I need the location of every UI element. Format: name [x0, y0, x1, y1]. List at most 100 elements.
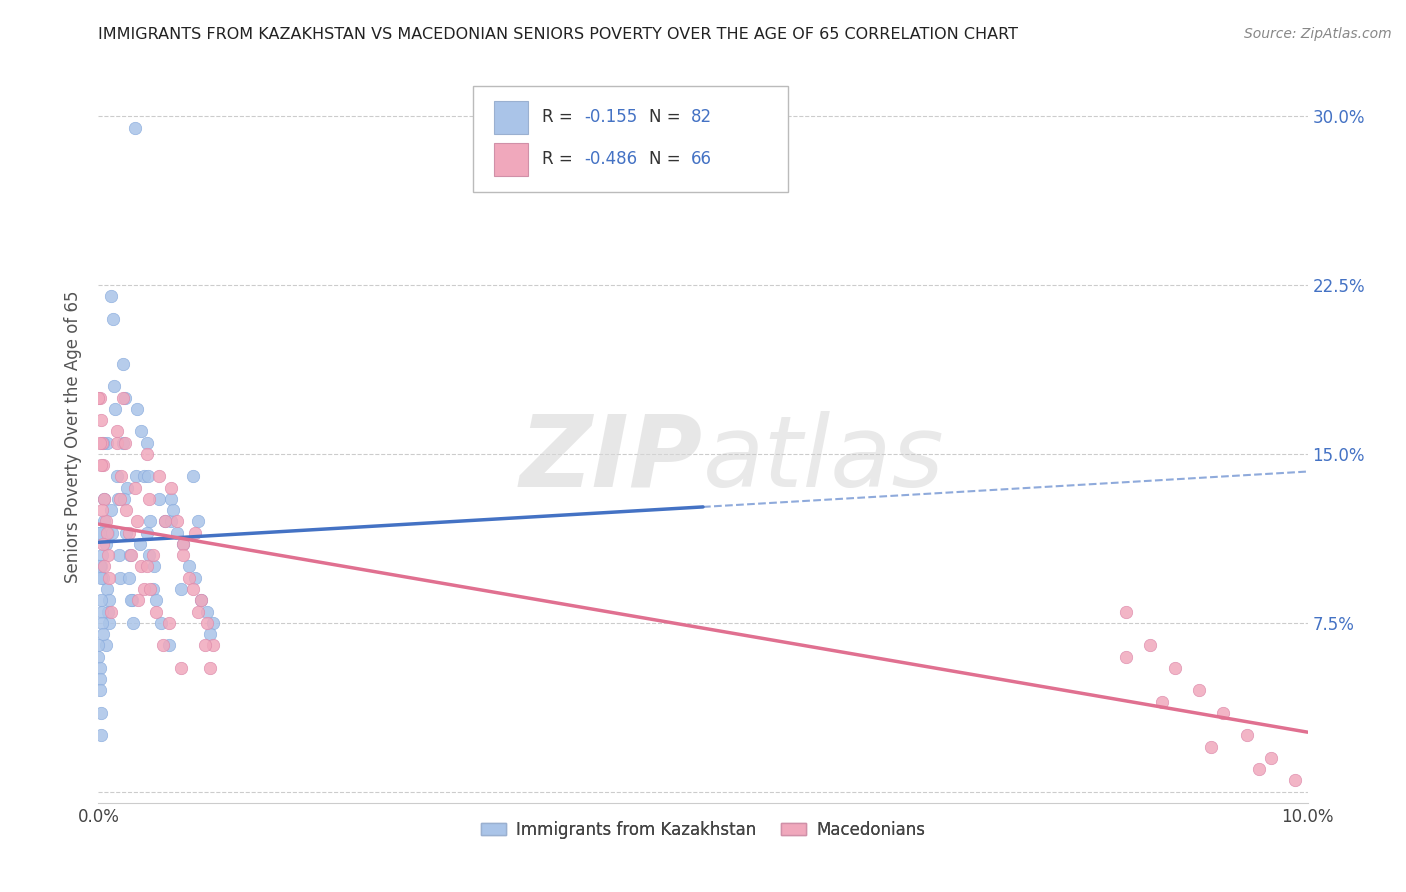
- Bar: [494, 101, 527, 134]
- Point: [125, 469, 148, 483]
- Point: [148, 469, 170, 483]
- Point: [1139, 638, 1161, 652]
- Point: [89, 672, 111, 686]
- Point: [135, 559, 157, 574]
- Point: [1260, 751, 1282, 765]
- Point: [153, 515, 176, 529]
- Text: -0.155: -0.155: [585, 109, 638, 127]
- Point: [96, 525, 118, 540]
- Point: [181, 469, 204, 483]
- Point: [97, 605, 120, 619]
- Point: [202, 638, 225, 652]
- Point: [148, 491, 170, 506]
- Point: [129, 425, 152, 439]
- FancyBboxPatch shape: [474, 86, 787, 192]
- Point: [1236, 728, 1258, 742]
- Point: [91, 627, 114, 641]
- Bar: [494, 143, 527, 176]
- Point: [93, 515, 115, 529]
- Point: [124, 481, 146, 495]
- Point: [138, 548, 160, 562]
- Point: [172, 548, 194, 562]
- Point: [117, 481, 139, 495]
- Point: [157, 638, 180, 652]
- Text: ZIP: ZIP: [520, 410, 703, 508]
- Point: [91, 571, 114, 585]
- Point: [108, 548, 131, 562]
- Point: [160, 481, 183, 495]
- Point: [89, 391, 111, 405]
- Point: [138, 491, 160, 506]
- Point: [134, 582, 156, 596]
- Point: [135, 435, 157, 450]
- Point: [90, 559, 112, 574]
- Point: [145, 605, 167, 619]
- Point: [111, 435, 134, 450]
- Point: [127, 401, 149, 416]
- Point: [124, 120, 146, 135]
- Point: [103, 379, 125, 393]
- Point: [97, 525, 120, 540]
- Point: [97, 548, 120, 562]
- Point: [1249, 762, 1271, 776]
- Point: [127, 515, 149, 529]
- Text: R =: R =: [543, 109, 578, 127]
- Text: Source: ZipAtlas.com: Source: ZipAtlas.com: [1244, 27, 1392, 41]
- Point: [110, 469, 132, 483]
- Point: [91, 503, 114, 517]
- Text: N =: N =: [648, 150, 686, 168]
- Point: [134, 469, 156, 483]
- Point: [89, 683, 111, 698]
- Text: N =: N =: [648, 109, 686, 127]
- Y-axis label: Seniors Poverty Over the Age of 65: Seniors Poverty Over the Age of 65: [65, 291, 83, 583]
- Point: [101, 312, 124, 326]
- Point: [179, 571, 201, 585]
- Point: [94, 515, 117, 529]
- Point: [172, 537, 194, 551]
- Point: [115, 525, 138, 540]
- Point: [93, 491, 115, 506]
- Point: [202, 615, 225, 630]
- Point: [162, 503, 184, 517]
- Point: [91, 605, 114, 619]
- Point: [121, 593, 143, 607]
- Point: [91, 458, 114, 473]
- Point: [100, 605, 122, 619]
- Point: [120, 593, 142, 607]
- Point: [90, 458, 112, 473]
- Point: [166, 515, 188, 529]
- Text: 66: 66: [690, 150, 711, 168]
- Text: R =: R =: [543, 150, 578, 168]
- Point: [169, 582, 191, 596]
- Point: [111, 391, 134, 405]
- Point: [120, 548, 142, 562]
- Point: [145, 593, 167, 607]
- Point: [114, 391, 136, 405]
- Point: [128, 537, 150, 551]
- Point: [98, 593, 121, 607]
- Point: [91, 548, 114, 562]
- Point: [96, 582, 118, 596]
- Point: [105, 435, 128, 450]
- Point: [1188, 683, 1211, 698]
- Point: [111, 357, 134, 371]
- Point: [90, 706, 112, 720]
- Point: [187, 515, 209, 529]
- Point: [89, 525, 111, 540]
- Point: [94, 638, 117, 652]
- Point: [90, 593, 112, 607]
- Point: [87, 525, 110, 540]
- Point: [166, 525, 188, 540]
- Point: [91, 435, 114, 450]
- Point: [184, 525, 207, 540]
- Point: [114, 435, 136, 450]
- Point: [93, 559, 115, 574]
- Text: atlas: atlas: [703, 410, 945, 508]
- Point: [108, 491, 131, 506]
- Point: [1163, 661, 1185, 675]
- Point: [118, 571, 141, 585]
- Point: [127, 593, 149, 607]
- Point: [142, 548, 165, 562]
- Point: [135, 525, 157, 540]
- Point: [190, 593, 212, 607]
